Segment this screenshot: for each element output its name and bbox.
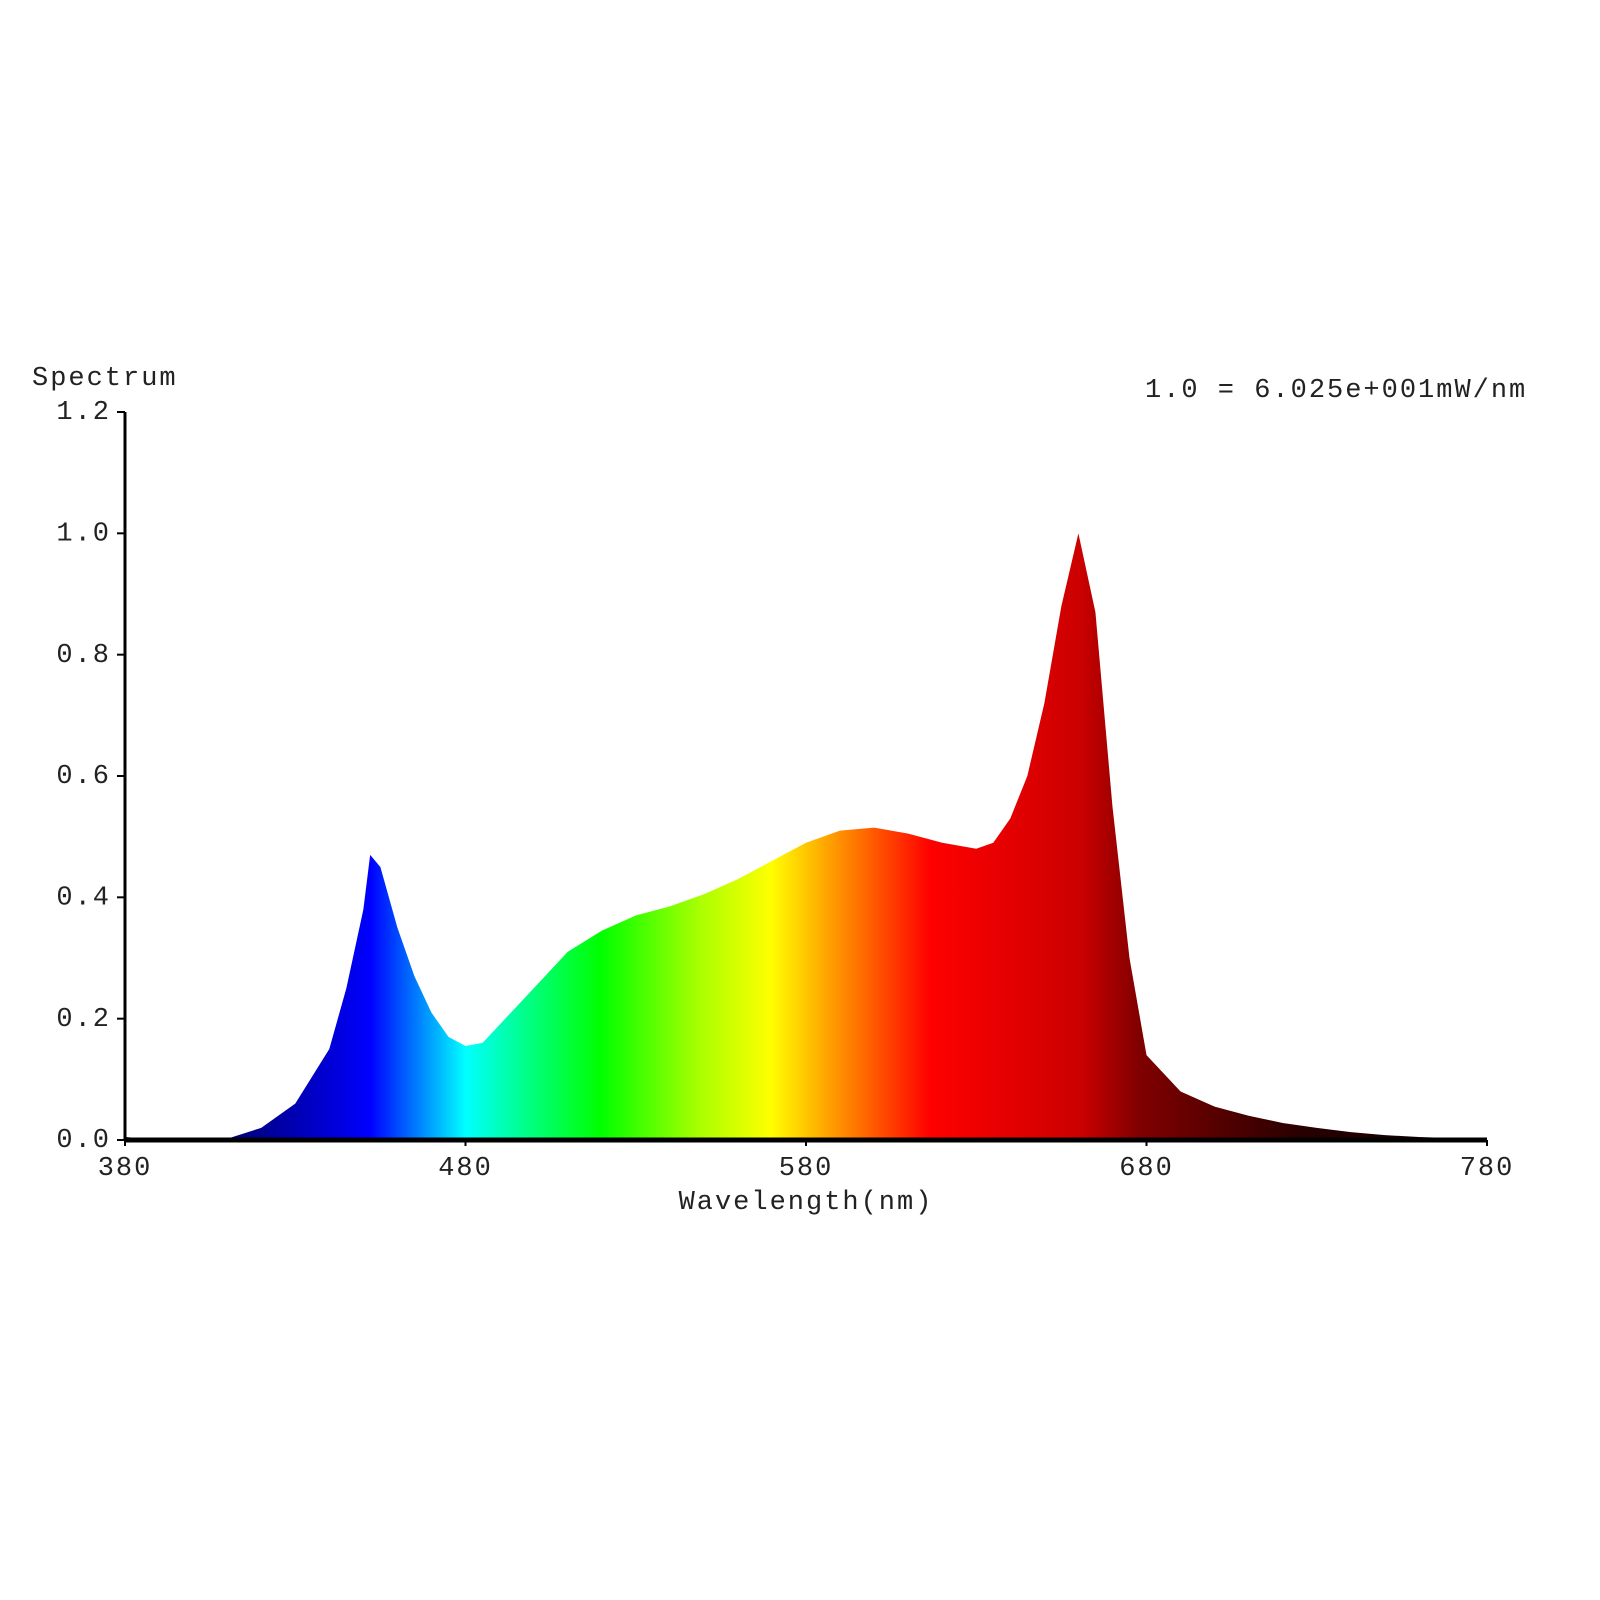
- annotation: 1.0 = 6.025e+001mW/nm: [1145, 376, 1527, 406]
- y-tick-label: 0.8: [56, 641, 111, 671]
- y-tick-label: 0.4: [56, 883, 111, 913]
- x-tick-label: 580: [779, 1154, 834, 1184]
- y-tick-label: 0.2: [56, 1005, 111, 1035]
- x-tick-label: 680: [1119, 1154, 1174, 1184]
- x-axis-label: Wavelength(nm): [679, 1188, 934, 1218]
- chart-title: Spectrum: [32, 364, 178, 394]
- y-tick-label: 1.2: [56, 398, 111, 428]
- y-tick-label: 1.0: [56, 519, 111, 549]
- x-tick-label: 780: [1460, 1154, 1515, 1184]
- x-tick-label: 380: [98, 1154, 153, 1184]
- y-tick-label: 0.0: [56, 1126, 111, 1156]
- y-tick-label: 0.6: [56, 762, 111, 792]
- spectrum-area: [125, 533, 1487, 1140]
- x-tick-label: 480: [438, 1154, 493, 1184]
